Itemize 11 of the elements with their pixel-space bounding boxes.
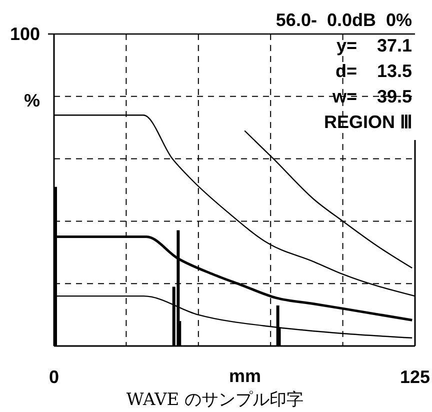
x-axis-title: mm: [228, 366, 262, 386]
y-axis-title: %: [24, 90, 40, 110]
y-tick-label: 100: [10, 24, 40, 44]
annotation: w= 39.5: [331, 86, 412, 106]
annotation: REGION Ⅲ: [324, 112, 412, 132]
text: 56.0- 0.0dB 0%: [276, 10, 412, 30]
text: WAVE のサンプル印字: [126, 390, 304, 410]
annotation: d= 13.5: [335, 61, 412, 81]
x-tick-label: 0: [48, 366, 60, 387]
x-tick-label: 125: [400, 366, 430, 387]
annotation: y= 37.1: [336, 36, 412, 56]
